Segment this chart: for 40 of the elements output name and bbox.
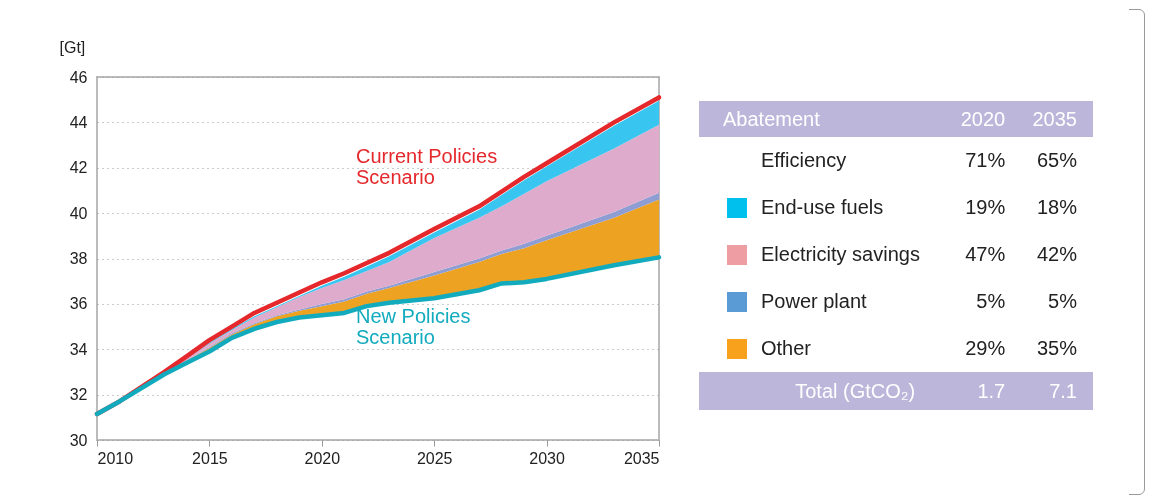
data-label: 71%	[964, 148, 1007, 173]
text: Abatement	[699, 101, 950, 137]
category-label: Efficiency	[761, 148, 848, 173]
category-label: Power plant	[761, 289, 868, 314]
data-label: 5%	[1047, 289, 1078, 314]
data-label: 7.1	[1021, 372, 1093, 410]
x-tick-label: 2035	[623, 449, 660, 467]
y-tick-label: 32	[69, 386, 88, 404]
data-label: 18%	[1035, 195, 1078, 220]
y-tick-label: 40	[69, 204, 88, 222]
category-label: Other	[761, 336, 813, 361]
y-tick-label: 34	[69, 340, 88, 358]
data-label: 47%	[964, 242, 1007, 267]
text: 2035	[1021, 101, 1093, 137]
y-tick-label: 44	[69, 113, 88, 131]
y-tick-label: 38	[69, 250, 88, 267]
line-series	[94, 255, 662, 417]
y-tick-label: 46	[69, 68, 88, 86]
y-axis-title: [Gt]	[59, 38, 86, 56]
data-label: 42%	[1035, 242, 1078, 267]
x-tick-label: 2025	[416, 449, 453, 467]
data-label: 1.7	[949, 372, 1022, 410]
data-label: 65%	[1035, 148, 1078, 173]
x-tick-label: 2030	[529, 449, 565, 467]
y-tick-label: 42	[69, 159, 88, 177]
x-tick-label: 2020	[304, 449, 341, 467]
x-tick-label: 2010	[97, 449, 134, 467]
data-label: 19%	[964, 195, 1007, 220]
category-label: End-use fuels	[761, 195, 885, 220]
category-label: Electricity savings	[761, 242, 921, 267]
text: 2020	[949, 101, 1022, 137]
series-label: Current Policies Scenario	[356, 145, 498, 188]
data-label: 29%	[964, 336, 1007, 361]
data-label: 5%	[975, 289, 1007, 314]
y-tick-label: 30	[69, 431, 88, 449]
x-tick-label: 2015	[192, 449, 228, 467]
category-label: Total (GtCO₂)	[761, 372, 950, 410]
data-label: 35%	[1035, 336, 1078, 361]
series-label: New Policies Scenario	[356, 305, 471, 348]
y-tick-label: 36	[69, 295, 88, 313]
